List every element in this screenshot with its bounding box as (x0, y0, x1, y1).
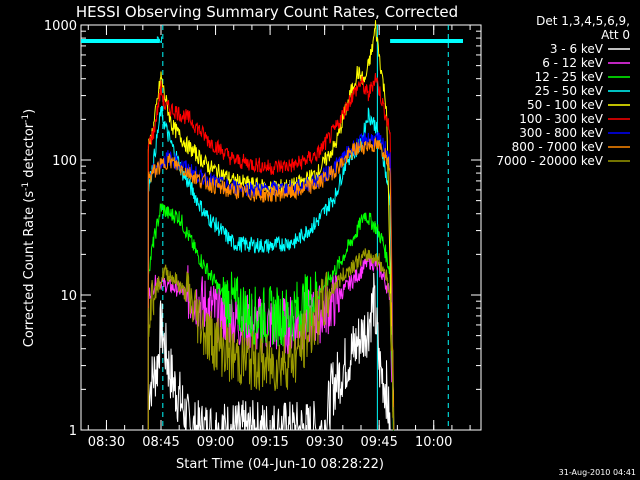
x-axis-label: Start Time (04-Jun-10 08:28:22) (176, 457, 384, 472)
y-axis-label-end: ) (22, 109, 37, 114)
x-tick-label-3: 09:15 (251, 435, 288, 450)
legend-entry-7: 800 - 7000 keV (512, 140, 604, 154)
legend-entry-4: 50 - 100 keV (527, 98, 604, 112)
x-tick-label-6: 10:00 (415, 435, 452, 450)
x-tick-label-5: 09:45 (360, 435, 397, 450)
axes-layer: 1 10 100 1000 08:30 08:45 09:00 09:15 09:30 09:45… (44, 19, 481, 450)
y-tick-label-1: 10 (60, 289, 77, 304)
y-tick-label-0: 1 (69, 424, 77, 439)
y-axis-label-sup2: -1 (21, 114, 31, 123)
x-tick-label-4: 09:30 (306, 435, 343, 450)
legend-entry-8: 7000 - 20000 keV (496, 154, 603, 168)
series-line-3 (147, 105, 395, 431)
x-tick-label-0: 08:30 (88, 435, 125, 450)
chart-title: HESSI Observing Summary Count Rates, Cor… (76, 3, 458, 21)
x-tick-label-2: 09:00 (197, 435, 234, 450)
y-axis-label-mid: detector (22, 122, 37, 182)
series-line-4 (147, 20, 395, 431)
legend-entry-3: 25 - 50 keV (535, 84, 604, 98)
flag-markers (81, 25, 463, 430)
y-axis-label: Corrected Count Rate (s-1 detector-1) (21, 109, 37, 347)
legend-entry-5: 100 - 300 keV (519, 112, 603, 126)
series-line-0 (147, 272, 391, 431)
timestamp: 31-Aug-2010 04:41 (559, 468, 636, 477)
y-axis-label-main: Corrected Count Rate (s (22, 191, 37, 348)
legend-entry-6: 300 - 800 keV (519, 126, 603, 140)
series-line-5 (147, 72, 395, 431)
series-line-1 (147, 253, 395, 431)
series-layer (147, 20, 395, 431)
legend-entry-2: 12 - 25 keV (535, 70, 604, 84)
legend-entry-1: 6 - 12 keV (542, 56, 604, 70)
flag-label-n: N (156, 36, 163, 46)
y-tick-label-2: 100 (52, 154, 77, 169)
series-line-8 (147, 248, 395, 431)
legend-header-0: Det 1,3,4,5,6,9, (536, 14, 630, 28)
y-axis-label-sup1: -1 (21, 182, 31, 191)
x-tick-label-1: 08:45 (142, 435, 179, 450)
series-line-2 (147, 203, 394, 431)
legend-header-1: Att 0 (601, 28, 630, 42)
legend-entry-0: 3 - 6 keV (550, 42, 604, 56)
y-tick-label-3: 1000 (44, 19, 77, 34)
series-line-7 (147, 136, 395, 431)
